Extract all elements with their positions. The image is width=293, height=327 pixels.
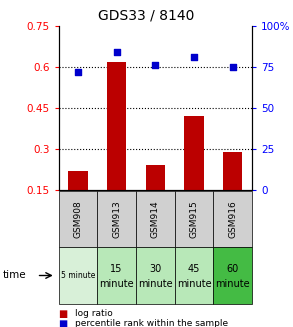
Point bbox=[114, 50, 119, 55]
Point bbox=[192, 55, 196, 60]
Text: minute: minute bbox=[215, 279, 250, 289]
Text: GDS33 / 8140: GDS33 / 8140 bbox=[98, 8, 195, 22]
Text: percentile rank within the sample: percentile rank within the sample bbox=[75, 319, 228, 327]
Text: minute: minute bbox=[177, 279, 211, 289]
Point bbox=[76, 69, 80, 75]
Text: 15: 15 bbox=[110, 264, 123, 274]
Text: log ratio: log ratio bbox=[75, 309, 113, 318]
Bar bbox=[68, 171, 88, 190]
Bar bbox=[223, 151, 242, 190]
Text: ■: ■ bbox=[59, 319, 68, 327]
Text: GSM916: GSM916 bbox=[228, 200, 237, 238]
Text: GSM908: GSM908 bbox=[74, 200, 82, 238]
Text: ■: ■ bbox=[59, 309, 68, 319]
Text: 30: 30 bbox=[149, 264, 161, 274]
Bar bbox=[107, 61, 126, 190]
Text: minute: minute bbox=[99, 279, 134, 289]
Text: 60: 60 bbox=[226, 264, 239, 274]
Point bbox=[230, 64, 235, 70]
Text: GSM915: GSM915 bbox=[190, 200, 198, 238]
Text: GSM913: GSM913 bbox=[112, 200, 121, 238]
Text: minute: minute bbox=[138, 279, 173, 289]
Text: time: time bbox=[3, 270, 27, 281]
Text: 45: 45 bbox=[188, 264, 200, 274]
Text: 5 minute: 5 minute bbox=[61, 271, 95, 280]
Point bbox=[153, 63, 158, 68]
Bar bbox=[146, 165, 165, 190]
Bar bbox=[184, 116, 204, 190]
Text: GSM914: GSM914 bbox=[151, 200, 160, 238]
